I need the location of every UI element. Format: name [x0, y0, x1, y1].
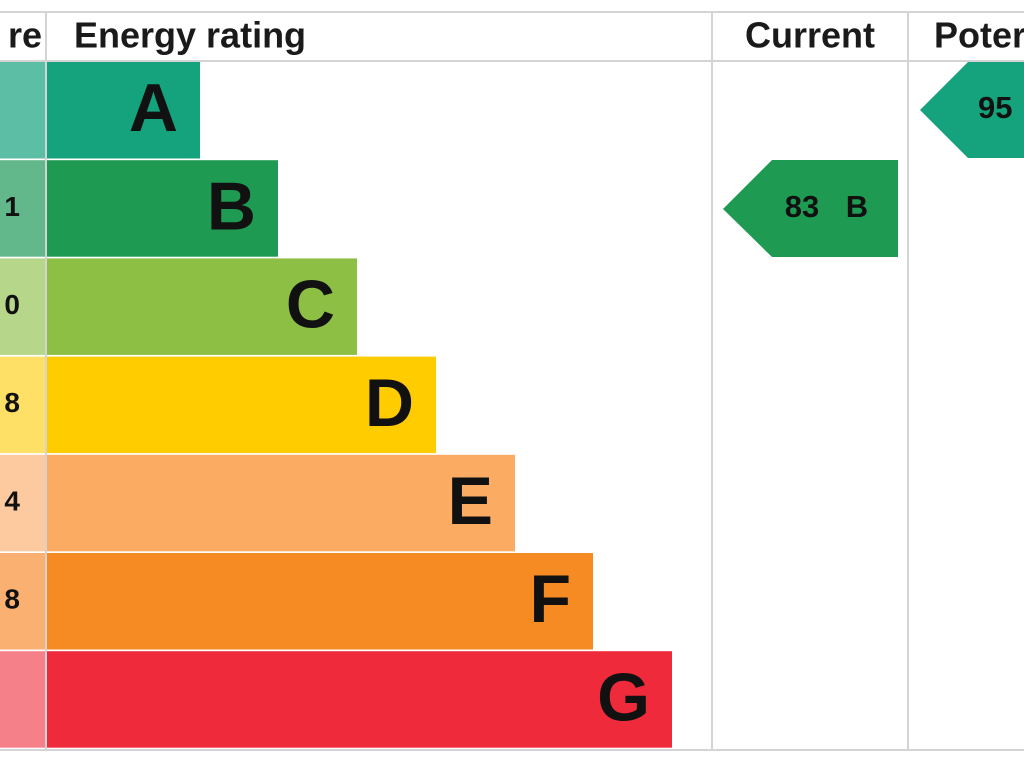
- band-bar: [47, 62, 200, 159]
- band-score: 8: [4, 584, 20, 615]
- score-cell: [0, 160, 46, 257]
- band-letter: D: [365, 365, 414, 441]
- score-cell: [0, 651, 46, 748]
- rating-header: Energy rating: [74, 15, 306, 56]
- band-score: 1: [4, 191, 20, 222]
- band-score: 0: [4, 289, 20, 320]
- current-letter: B: [846, 189, 868, 224]
- band-bar: [47, 553, 593, 650]
- band-letter: G: [597, 659, 650, 735]
- band-letter: C: [286, 267, 335, 343]
- band-score: 4: [4, 485, 20, 516]
- potential-header: Poter: [934, 15, 1024, 56]
- score-cell: [0, 553, 46, 650]
- band-letter: F: [529, 561, 571, 637]
- band-letter: E: [448, 463, 493, 539]
- score-cell: [0, 454, 46, 552]
- score-cell: [0, 62, 46, 159]
- potential-arrow: [920, 62, 1024, 158]
- band-score: 8: [4, 387, 20, 418]
- score-cell: [0, 356, 46, 454]
- band-letter: A: [129, 70, 178, 146]
- band-bar: [47, 454, 515, 552]
- band-bar: [47, 651, 672, 748]
- current-value: 83: [785, 189, 819, 224]
- band-bar: [47, 258, 357, 355]
- band-bar: [47, 160, 278, 257]
- band-bar: [47, 356, 436, 454]
- current-arrow: [723, 160, 898, 257]
- band-letter: B: [207, 168, 256, 244]
- score-header: re: [8, 15, 42, 56]
- score-cell: [0, 258, 46, 355]
- current-header: Current: [745, 15, 875, 56]
- potential-value: 95: [978, 90, 1012, 125]
